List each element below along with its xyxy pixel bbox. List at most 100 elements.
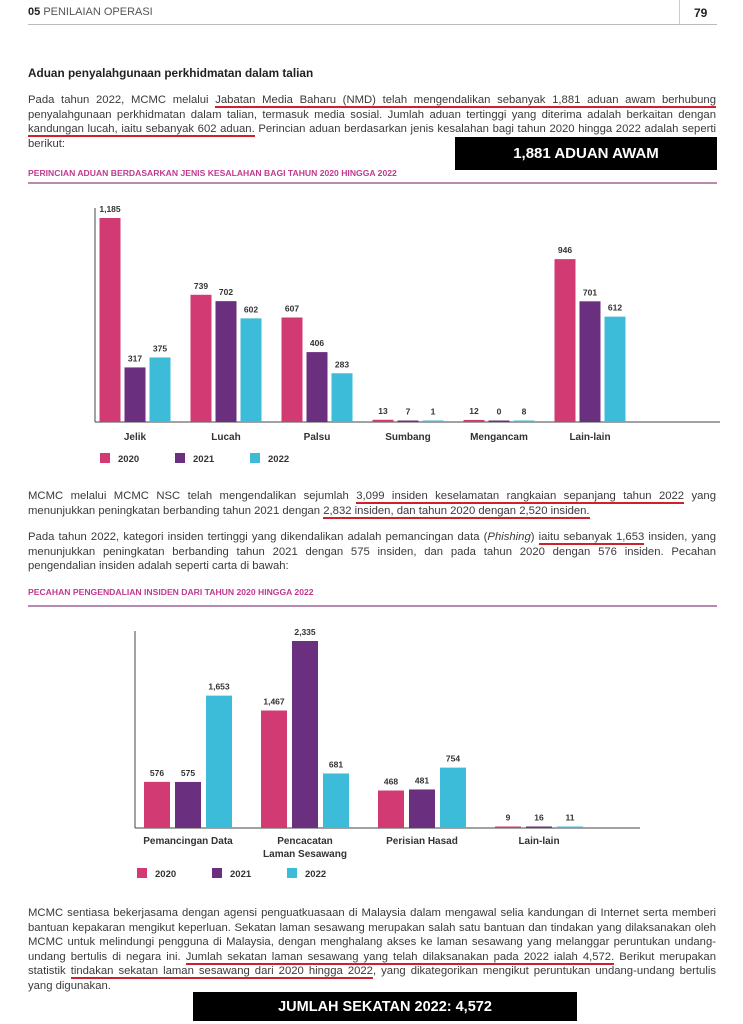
bar-2020	[372, 419, 394, 422]
text-segment: insiden, yang menunjukkan peningkatan be…	[28, 531, 716, 572]
chart-title-rule	[28, 605, 717, 607]
bar-value-label: 1,185	[99, 204, 121, 214]
bar-value-label: 946	[558, 245, 572, 255]
bar-value-label: 375	[153, 343, 167, 353]
paragraph: MCMC sentiasa bekerjasama dengan agensi …	[28, 906, 716, 993]
category-label: Jelik	[124, 432, 147, 443]
bar-2020	[495, 826, 521, 828]
category-label: Palsu	[304, 432, 331, 443]
text-segment: Berikut merupakan statistik	[28, 950, 716, 978]
callout-aduan-awam: 1,881 ADUAN AWAM	[455, 137, 717, 170]
text-segment: Pada tahun 2022, kategori insiden tertin…	[28, 531, 488, 543]
chart-insiden: 576 575 1,653 Pemancingan Data 1,467 2,335 681…	[134, 627, 640, 880]
category-label: Laman Sesawang	[263, 849, 347, 860]
bar-value-label: 702	[219, 287, 233, 297]
legend-label: 2021	[230, 869, 252, 880]
bar-value-label: 575	[181, 768, 195, 778]
bar-2021	[175, 781, 201, 828]
bar-2022	[557, 826, 583, 828]
page-number: 79	[694, 6, 708, 20]
text-segment: MCMC melalui MCMC NSC telah mengendalika…	[28, 490, 357, 502]
legend-label: 2020	[155, 869, 176, 880]
legend-swatch-2020	[100, 453, 110, 463]
highlighted-text: 3,099 insiden keselamatan rangkaian sepa…	[356, 490, 685, 504]
bar-value-label: 468	[384, 777, 398, 787]
bar-value-label: 2,335	[294, 627, 316, 637]
bar-value-label: 1	[431, 407, 436, 417]
highlighted-text: kandungan lucah, iaitu sebanyak 602 adua…	[28, 123, 255, 137]
bar-value-label: 576	[150, 768, 164, 778]
bar-2022	[331, 373, 353, 422]
text-segment: , yang dikategorikan mengikut peruntukan…	[28, 965, 716, 992]
section-title: PENILAIAN OPERASI	[43, 6, 153, 18]
bar-2020	[281, 317, 303, 422]
bar-value-label: 1,653	[208, 682, 230, 692]
category-label: Lain-lain	[569, 432, 610, 443]
legend-label: 2022	[305, 869, 326, 880]
legend-swatch-2021	[212, 868, 222, 878]
chart-title: PERINCIAN ADUAN BERDASARKAN JENIS KESALA…	[28, 168, 397, 178]
highlighted-text: 2,832 insiden, dan tahun 2020 dengan 2,5…	[323, 504, 590, 519]
legend-swatch-2021	[175, 453, 185, 463]
text-segment: penyalahgunaan perkhidmatan dalam talian…	[28, 108, 716, 121]
bar-2021	[215, 301, 237, 422]
category-label: Pemancingan Data	[143, 836, 233, 847]
bar-value-label: 16	[534, 813, 544, 823]
bar-2020	[463, 419, 485, 422]
bar-value-label: 8	[522, 407, 527, 417]
bar-value-label: 612	[608, 303, 622, 313]
bar-2021	[526, 826, 552, 828]
category-label: Lucah	[211, 432, 240, 443]
bar-2021	[292, 641, 318, 828]
paragraph: Pada tahun 2022, MCMC melalui Jabatan Me…	[28, 93, 717, 151]
bar-value-label: 739	[194, 281, 208, 291]
bar-2022	[440, 767, 466, 828]
category-label: Mengancam	[470, 432, 528, 443]
bar-value-label: 9	[506, 813, 511, 823]
bar-value-label: 7	[406, 407, 411, 417]
legend-label: 2021	[193, 454, 215, 465]
legend-swatch-2022	[250, 453, 260, 463]
text-segment: yang menunjukkan peningkatan berbanding …	[28, 490, 717, 517]
bar-value-label: 13	[378, 406, 388, 416]
section-number: 05	[28, 6, 41, 18]
bar-value-label: 602	[244, 304, 258, 314]
bar-2020	[554, 259, 576, 422]
category-label: Sumbang	[385, 432, 431, 443]
bar-2022	[323, 773, 349, 828]
chart-title-rule	[28, 182, 717, 184]
bar-2022	[513, 420, 535, 422]
bar-value-label: 754	[446, 754, 460, 764]
legend-swatch-2020	[137, 868, 147, 878]
legend-label: 2022	[268, 454, 289, 465]
bar-2020	[99, 218, 121, 422]
bar-2022	[149, 357, 171, 422]
highlighted-text: iaitu sebanyak 1,653	[538, 531, 645, 545]
text-segment: MCMC sentiasa bekerjasama dengan agensi …	[28, 907, 716, 963]
paragraph: MCMC melalui MCMC NSC telah mengendalika…	[28, 489, 717, 519]
highlighted-text: tindakan sekatan laman sesawang dari 202…	[70, 965, 373, 979]
text-segment: Perincian aduan berdasarkan jenis kesala…	[28, 123, 717, 150]
bar-value-label: 283	[335, 359, 349, 369]
header-rule	[28, 24, 717, 25]
legend-label: 2020	[118, 454, 139, 465]
bar-2020	[190, 294, 212, 422]
text-segment: )	[530, 531, 539, 543]
bar-2021	[579, 301, 601, 422]
category-label: Lain-lain	[518, 836, 559, 847]
bar-2020	[261, 710, 287, 828]
highlighted-text: Jumlah sekatan laman sesawang yang telah…	[185, 950, 615, 965]
chart-title: PECAHAN PENGENDALIAN INSIDEN DARI TAHUN …	[28, 587, 314, 597]
category-label: Perisian Hasad	[386, 836, 458, 847]
paragraph: Pada tahun 2022, kategori insiden tertin…	[28, 530, 716, 574]
bar-value-label: 0	[497, 407, 502, 417]
bar-2020	[378, 790, 404, 828]
bar-value-label: 681	[329, 759, 343, 769]
bar-2022	[206, 695, 232, 828]
bar-2022	[240, 318, 262, 422]
bar-2021	[409, 789, 435, 828]
bar-2020	[144, 781, 170, 828]
bar-2022	[422, 420, 444, 422]
callout-jumlah-sekatan: JUMLAH SEKATAN 2022: 4,572	[193, 992, 577, 1021]
